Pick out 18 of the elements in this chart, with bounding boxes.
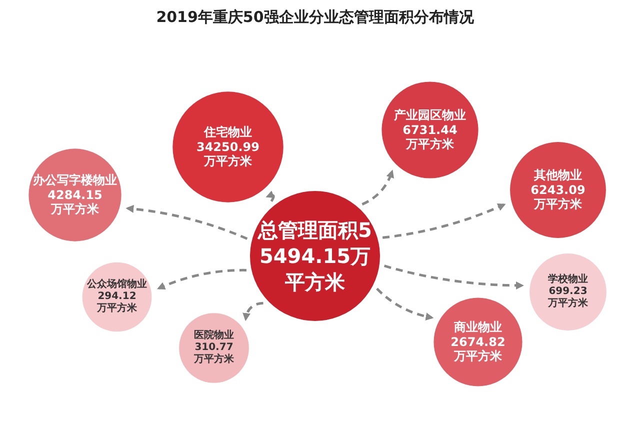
category-label: 其他物业: [534, 168, 582, 182]
category-label: 公众场馆物业: [86, 279, 147, 290]
category-label: 产业园区物业: [394, 108, 466, 122]
data-label: 310.77 万平方米: [194, 342, 234, 365]
category-label: 商业物业: [454, 320, 502, 334]
category-label: 住宅物业: [204, 125, 252, 140]
category-label: 医院物业: [194, 330, 234, 341]
data-label: 699.23 万平方米: [548, 286, 588, 309]
text: 总管理面积55494.15万平方米: [256, 217, 373, 295]
data-label: 6731.44 万平方米: [402, 122, 458, 152]
data-label: 34250.99 万平方米: [196, 140, 260, 168]
data-label: 2674.82 万平方米: [450, 334, 506, 364]
data-label: 294.12 万平方米: [96, 291, 137, 314]
text: 2019年重庆50强企业分业态管理面积分布情况: [155, 8, 475, 26]
category-label: 办公写字楼物业: [32, 173, 117, 188]
data-label: 4284.15 万平方米: [48, 188, 102, 216]
category-label: 学校物业: [548, 274, 588, 285]
data-label: 6243.09 万平方米: [530, 182, 586, 212]
